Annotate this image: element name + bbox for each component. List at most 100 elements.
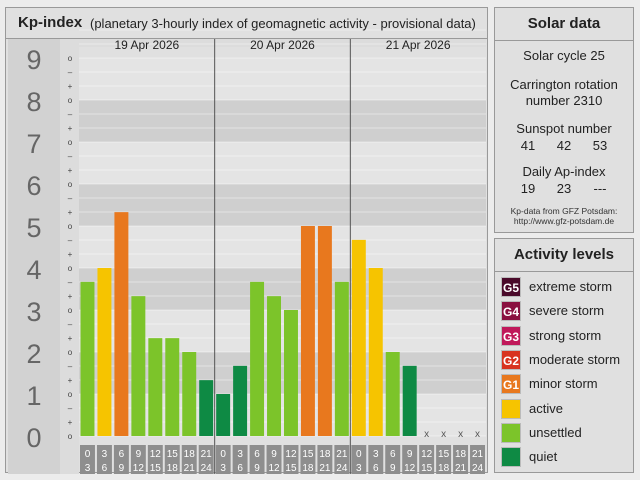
level-swatch: G5 xyxy=(501,277,521,297)
hour-start-label: 3 xyxy=(237,449,243,460)
hour-cell xyxy=(351,445,367,474)
kp-bar xyxy=(80,281,95,436)
kp-bar xyxy=(97,268,112,436)
activity-title: Activity levels xyxy=(495,239,633,272)
hour-start-label: 9 xyxy=(271,449,277,460)
hour-cell xyxy=(402,445,418,474)
hour-end-label: 18 xyxy=(167,463,179,474)
hour-start-label: 15 xyxy=(302,449,314,460)
date-row-bg xyxy=(79,39,486,47)
hour-cell xyxy=(80,445,95,474)
hour-cell xyxy=(317,445,333,474)
hour-start-label: 0 xyxy=(220,449,226,460)
hour-end-label: 12 xyxy=(268,463,280,474)
y-minor-label: o xyxy=(68,348,73,357)
y-label-column xyxy=(8,39,60,474)
y-minor-label: o xyxy=(68,306,73,315)
hour-end-label: 24 xyxy=(201,463,213,474)
hour-cell xyxy=(453,445,469,474)
ap-value: 19 xyxy=(520,181,536,196)
hour-end-label: 24 xyxy=(472,463,484,474)
hour-start-label: 0 xyxy=(356,449,362,460)
y-minor-label: + xyxy=(68,166,73,175)
hour-start-label: 12 xyxy=(285,449,297,460)
level-swatch xyxy=(501,422,521,443)
hour-cell xyxy=(198,445,214,474)
activity-level-item: active xyxy=(501,398,629,419)
source-note: Kp-data from GFZ Potsdam: xyxy=(510,206,618,216)
kp-bar xyxy=(199,380,214,436)
ap-index-label: Daily Ap-index xyxy=(522,164,606,179)
kp-band xyxy=(79,100,486,142)
y-minor-label: + xyxy=(68,124,73,133)
kp-chart: 0123456789o+–o+–o+–o+–o+–o+–o+–o+–o+–o19… xyxy=(8,29,486,474)
mini-label-column xyxy=(60,39,79,474)
hour-start-label: 21 xyxy=(201,449,213,460)
level-label: extreme storm xyxy=(529,279,613,294)
y-tick-label: 9 xyxy=(26,45,41,75)
y-tick-label: 1 xyxy=(26,381,41,411)
hour-start-label: 15 xyxy=(438,449,450,460)
sunspot-label: Sunspot number xyxy=(516,121,612,136)
kp-bar xyxy=(334,281,349,436)
hour-end-label: 12 xyxy=(404,463,416,474)
hour-start-label: 12 xyxy=(150,449,162,460)
hour-end-label: 3 xyxy=(220,463,226,474)
hour-start-label: 6 xyxy=(390,449,396,460)
y-minor-label: o xyxy=(68,138,73,147)
level-label: strong storm xyxy=(529,327,602,343)
hour-cell xyxy=(113,445,129,474)
ap-index-values: 19 23 --- xyxy=(495,180,633,197)
y-minor-label: – xyxy=(68,278,73,287)
hour-cell xyxy=(385,445,401,474)
hour-start-label: 12 xyxy=(421,449,433,460)
kp-bar xyxy=(250,281,265,436)
solar-title: Solar data xyxy=(495,8,633,41)
sunspot-value: 41 xyxy=(520,138,536,153)
level-label: severe storm xyxy=(529,303,605,319)
hour-end-label: 9 xyxy=(119,463,125,474)
ap-value: 23 xyxy=(556,181,572,196)
hour-start-label: 18 xyxy=(184,449,196,460)
kp-bar xyxy=(317,226,332,436)
kp-band xyxy=(79,58,486,100)
level-swatch: G4 xyxy=(501,301,521,322)
hour-end-label: 21 xyxy=(319,463,331,474)
y-minor-label: – xyxy=(68,362,73,371)
y-minor-label: o xyxy=(68,96,73,105)
hour-start-label: 6 xyxy=(254,449,260,460)
hour-start-label: 9 xyxy=(407,449,413,460)
hour-cell xyxy=(96,445,112,474)
y-minor-label: o xyxy=(68,390,73,399)
hour-end-label: 15 xyxy=(150,463,162,474)
y-minor-label: – xyxy=(68,194,73,203)
hour-end-label: 6 xyxy=(102,463,108,474)
date-label: 21 Apr 2026 xyxy=(386,38,451,52)
y-minor-label: + xyxy=(68,82,73,91)
level-swatch xyxy=(501,447,521,468)
hour-cell xyxy=(249,445,265,474)
ap-value: --- xyxy=(593,181,607,196)
y-minor-label: + xyxy=(68,208,73,217)
hour-cell xyxy=(419,445,435,474)
source-url: http://www.gfz-potsdam.de xyxy=(513,216,615,226)
activity-level-item: G3 strong storm xyxy=(501,325,629,346)
hour-end-label: 3 xyxy=(356,463,362,474)
y-minor-label: – xyxy=(68,236,73,245)
kp-band xyxy=(79,184,486,226)
hour-start-label: 3 xyxy=(102,449,108,460)
hour-end-label: 6 xyxy=(237,463,243,474)
hour-end-label: 15 xyxy=(421,463,433,474)
missing-marker: x xyxy=(475,429,480,440)
kp-band xyxy=(79,226,486,268)
y-tick-label: 5 xyxy=(26,213,41,243)
hour-cell xyxy=(130,445,146,474)
y-tick-label: 0 xyxy=(26,423,41,453)
kp-band xyxy=(79,352,486,394)
level-label: active xyxy=(529,400,563,416)
kp-bar xyxy=(131,296,146,436)
level-label: minor storm xyxy=(529,376,598,392)
level-label: moderate storm xyxy=(529,351,621,367)
hour-start-label: 15 xyxy=(167,449,179,460)
hour-cell xyxy=(368,445,384,474)
